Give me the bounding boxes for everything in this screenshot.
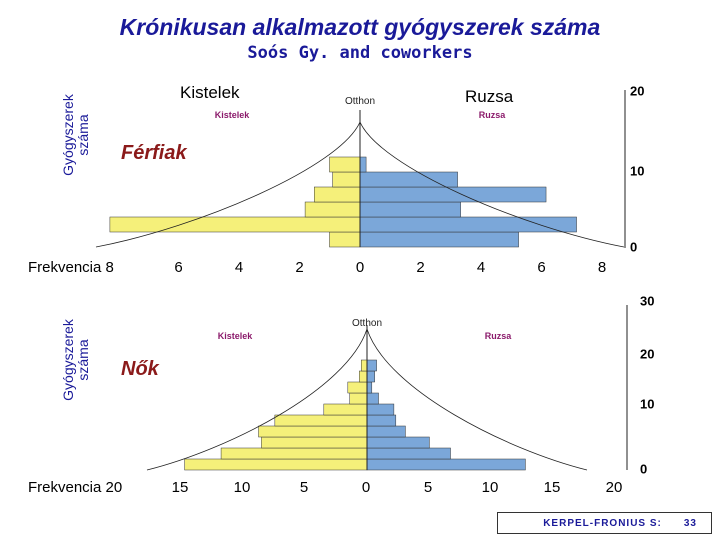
chart1-xtick-8: 8 xyxy=(598,259,606,276)
chart1-ytick-10: 10 xyxy=(630,163,644,178)
chart2-xtick-4: 0 xyxy=(362,479,370,496)
chart2-xtick-2: 10 xyxy=(234,479,251,496)
chart1-bar-kistelek-3 xyxy=(314,186,361,203)
chart1-xtick-6: 4 xyxy=(477,259,485,276)
chart2-bar-ruzsa-9 xyxy=(366,359,377,372)
chart1-sex-label: Férfiak xyxy=(121,142,187,164)
footer-box: KERPEL-FRONIUS S: 33 xyxy=(497,512,712,534)
chart2-bar-ruzsa-3 xyxy=(366,425,406,438)
chart1-inner-right: Ruzsa xyxy=(479,110,507,120)
chart1-bar-kistelek-5 xyxy=(329,156,361,173)
chart1-xtick-5: 2 xyxy=(416,259,424,276)
chart1-xtick-4: 0 xyxy=(356,259,364,276)
chart2-bar-ruzsa-6 xyxy=(366,392,379,405)
chart2-bar-kistelek-5 xyxy=(323,403,368,416)
chart2-ytick-20: 20 xyxy=(640,346,654,361)
chart1-xtick-1: 6 xyxy=(174,259,182,276)
chart2-bar-ruzsa-1 xyxy=(366,447,451,460)
chart1-bar-kistelek-4 xyxy=(332,171,361,188)
chart2-xtick-7: 15 xyxy=(544,479,561,496)
chart1-bar-kistelek-2 xyxy=(304,201,361,218)
chart1-normal-curve-left xyxy=(95,121,361,248)
chart2-sex-label: Nők xyxy=(121,358,159,380)
chart2-bar-kistelek-2 xyxy=(261,436,368,449)
chart2-inner-left: Kistelek xyxy=(218,331,254,341)
chart2-bar-ruzsa-4 xyxy=(366,414,397,427)
chart1-ytick-0: 0 xyxy=(630,239,637,254)
chart2-xtick-8: 20 xyxy=(606,479,623,496)
chart2-bar-kistelek-4 xyxy=(274,414,368,427)
chart2-bar-ruzsa-2 xyxy=(366,436,430,449)
footer-page: 33 xyxy=(683,517,697,529)
chart2-xtick-5: 5 xyxy=(424,479,432,496)
chart2-ytick-0: 0 xyxy=(640,461,647,476)
chart1-xlabel: Frekvencia 8 xyxy=(28,259,114,276)
chart1-bar-kistelek-1 xyxy=(109,216,361,233)
footer-author: KERPEL-FRONIUS S: xyxy=(543,517,662,529)
page-title: Krónikusan alkalmazott gyógyszerek száma xyxy=(119,14,601,40)
chart2-bar-ruzsa-8 xyxy=(366,370,375,383)
chart2-bar-kistelek-1 xyxy=(220,447,368,460)
chart1-normal-curve-right xyxy=(359,121,625,248)
chart2-ytick-30: 30 xyxy=(640,293,654,308)
chart1-bar-ruzsa-1 xyxy=(359,216,577,233)
chart2-bar-kistelek-6 xyxy=(349,392,368,405)
chart1-ytick-20: 20 xyxy=(630,83,644,98)
chart2-bar-ruzsa-0 xyxy=(366,458,526,471)
chart2-plot: Otthon Kistelek Ruzsa 30 20 10 0 15 10 5 0 5 10 15 20 xyxy=(146,293,654,496)
chart2-bar-kistelek-8 xyxy=(359,370,368,383)
page-subtitle: Soós Gy. and coworkers xyxy=(247,43,473,63)
chart1-bar-ruzsa-0 xyxy=(359,231,519,248)
chart1-xtick-2: 4 xyxy=(235,259,243,276)
chart2-bar-kistelek-9 xyxy=(360,359,368,372)
chart2-normal-curve-left xyxy=(146,328,368,471)
chart1-bar-ruzsa-3 xyxy=(359,186,547,203)
chart2-bar-ruzsa-7 xyxy=(366,381,373,394)
chart2-bar-kistelek-3 xyxy=(258,425,368,438)
chart2-ytick-10: 10 xyxy=(640,396,654,411)
chart1-xtick-3: 2 xyxy=(295,259,303,276)
chart1-bar-kistelek-0 xyxy=(329,231,361,248)
chart1-bar-ruzsa-5 xyxy=(359,156,367,173)
chart2-bar-ruzsa-5 xyxy=(366,403,395,416)
chart1-left-group: Kistelek xyxy=(180,83,240,102)
chart2-inner-right: Ruzsa xyxy=(485,331,513,341)
chart2-bar-kistelek-7 xyxy=(347,381,368,394)
chart2-bar-kistelek-0 xyxy=(184,458,368,471)
chart1-xtick-7: 6 xyxy=(537,259,545,276)
chart1-bar-ruzsa-2 xyxy=(359,201,461,218)
chart2-xlabel: Frekvencia 20 xyxy=(28,479,123,496)
chart1-bar-ruzsa-4 xyxy=(359,171,458,188)
chart2-xtick-1: 15 xyxy=(172,479,189,496)
chart2-xtick-6: 10 xyxy=(482,479,499,496)
chart1-inner-left: Kistelek xyxy=(215,110,251,120)
chart2-xtick-3: 5 xyxy=(300,479,308,496)
chart1-right-group: Ruzsa xyxy=(465,87,514,106)
chart2-inner-title: Otthon xyxy=(352,318,382,329)
chart2-normal-curve-right xyxy=(366,328,588,471)
chart1-inner-title: Otthon xyxy=(345,96,375,107)
